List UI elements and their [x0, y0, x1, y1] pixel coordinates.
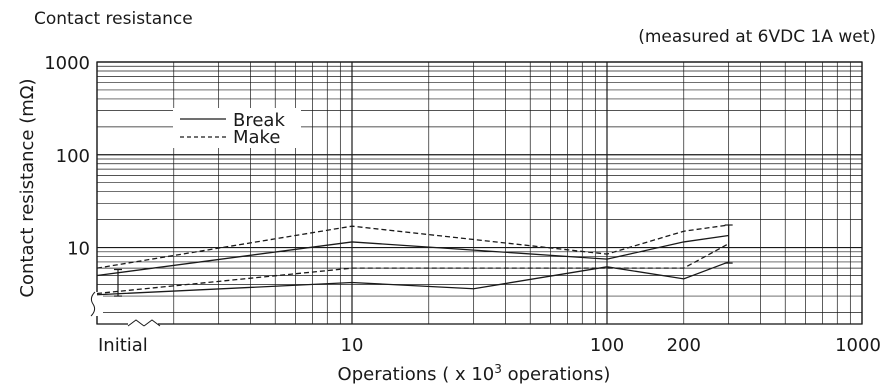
axis-break-marks [89, 291, 161, 330]
legend-label-make: Make [233, 127, 280, 148]
series-line-break-min [96, 261, 729, 296]
data-series [96, 224, 729, 296]
measurement-note: (measured at 6VDC 1A wet) [638, 27, 876, 47]
x-axis-label-exponent: 3 [494, 362, 502, 376]
x-tick-label: 10 [341, 335, 364, 356]
legend-label-break: Break [233, 110, 285, 131]
plot-frame [96, 61, 863, 325]
chart-title: Contact resistance [34, 9, 193, 29]
x-tick-label: 100 [590, 335, 624, 356]
x-axis-label-suffix: operations) [502, 364, 611, 385]
x-axis-break-mark [127, 319, 161, 327]
legend: Break Make [173, 108, 301, 148]
x-tick-label: 200 [667, 335, 701, 356]
y-tick-labels: 1000 100 10 [44, 53, 90, 260]
x-axis-label-main: Operations ( x 10 [338, 364, 495, 385]
y-tick-label: 10 [67, 239, 90, 260]
x-tick-label: 1000 [835, 335, 881, 356]
error-bars [114, 224, 733, 297]
x-tick-label: Initial [98, 335, 148, 356]
y-axis-break-gap [89, 292, 103, 316]
y-tick-label: 100 [56, 146, 90, 167]
y-axis-label: Contact resistance (mΩ) [17, 78, 38, 297]
x-tick-labels: Initial 10 100 200 1000 [98, 335, 881, 356]
x-axis-label: Operations ( x 103 operations) [338, 362, 611, 385]
series-line-make-min [96, 243, 729, 295]
grid-lines [96, 61, 863, 325]
y-tick-label: 1000 [44, 53, 90, 74]
y-axis-break-mark [90, 291, 96, 317]
series-line-make-max [96, 224, 729, 269]
series-line-break-max [96, 234, 729, 277]
